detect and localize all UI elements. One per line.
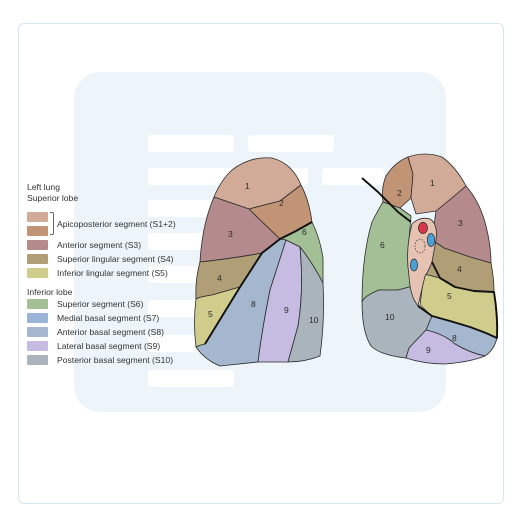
medial-label-4: 4 (457, 264, 462, 274)
medial-label-9: 9 (426, 345, 431, 355)
legend-label-s5: Inferior lingular segment (S5) (57, 268, 168, 278)
swatch-s3 (27, 240, 48, 250)
legend-inferior-lobe-heading: Inferior lobe (27, 287, 73, 297)
lateral-label-1: 1 (245, 181, 250, 191)
lateral-label-8: 8 (251, 299, 256, 309)
swatch-s10 (27, 355, 48, 365)
medial-label-3: 3 (458, 218, 463, 228)
swatch-s2 (27, 226, 48, 236)
legend-label-s3: Anterior segment (S3) (57, 240, 142, 250)
lateral-s10 (287, 246, 324, 363)
legend-label-s4: Superior lingular segment (S4) (57, 254, 174, 264)
legend-label-s9: Lateral basal segment (S9) (57, 341, 161, 351)
medial-hilum-structures (410, 222, 436, 272)
lateral-label-5: 5 (208, 309, 213, 319)
hilum-vein-lower (410, 258, 418, 272)
swatch-s1 (27, 212, 48, 222)
legend-label-s8: Anterior basal segment (S8) (57, 327, 164, 337)
medial-label-10: 10 (385, 312, 395, 322)
lateral-s1 (213, 157, 302, 210)
swatch-s5 (27, 268, 48, 278)
lateral-label-4: 4 (217, 273, 222, 283)
medial-labels: 1 2 3 4 5 6 8 9 10 (380, 178, 463, 355)
bracket-s1-s2 (50, 212, 54, 235)
medial-lower-fissure (417, 261, 499, 339)
legend-label-s7: Medial basal segment (S7) (57, 313, 160, 323)
hilum-artery (418, 222, 428, 234)
swatch-s9 (27, 341, 48, 351)
medial-s9 (405, 329, 486, 365)
lateral-oblique-fissure (204, 221, 313, 345)
legend-label-s1-2: Apicoposterior segment (S1+2) (57, 219, 176, 229)
lateral-label-2: 2 (279, 198, 284, 208)
medial-label-2: 2 (397, 188, 402, 198)
legend-label-s10: Posterior basal segment (S10) (57, 355, 174, 365)
lateral-labels: 1 2 3 4 5 6 8 9 10 (208, 181, 319, 325)
medial-label-5: 5 (447, 291, 452, 301)
medial-view (361, 153, 499, 365)
hilum-vein-upper (426, 233, 436, 247)
lateral-label-6: 6 (302, 227, 307, 237)
lateral-label-9: 9 (284, 305, 289, 315)
lateral-label-3: 3 (228, 229, 233, 239)
lateral-label-10: 10 (309, 315, 319, 325)
lateral-view (194, 157, 324, 367)
swatch-s4 (27, 254, 48, 264)
swatch-s6 (27, 299, 48, 309)
medial-oblique-fissure (361, 177, 412, 223)
medial-label-6: 6 (380, 240, 385, 250)
swatch-s7 (27, 313, 48, 323)
medial-s10 (361, 285, 433, 359)
swatch-s8 (27, 327, 48, 337)
hilum-bronchus (414, 238, 426, 254)
legend-title: Left lung (27, 182, 60, 192)
legend-superior-lobe-heading: Superior lobe (27, 193, 79, 203)
medial-label-1: 1 (430, 178, 435, 188)
legend-label-s6: Superior segment (S6) (57, 299, 144, 309)
medial-label-8: 8 (452, 333, 457, 343)
